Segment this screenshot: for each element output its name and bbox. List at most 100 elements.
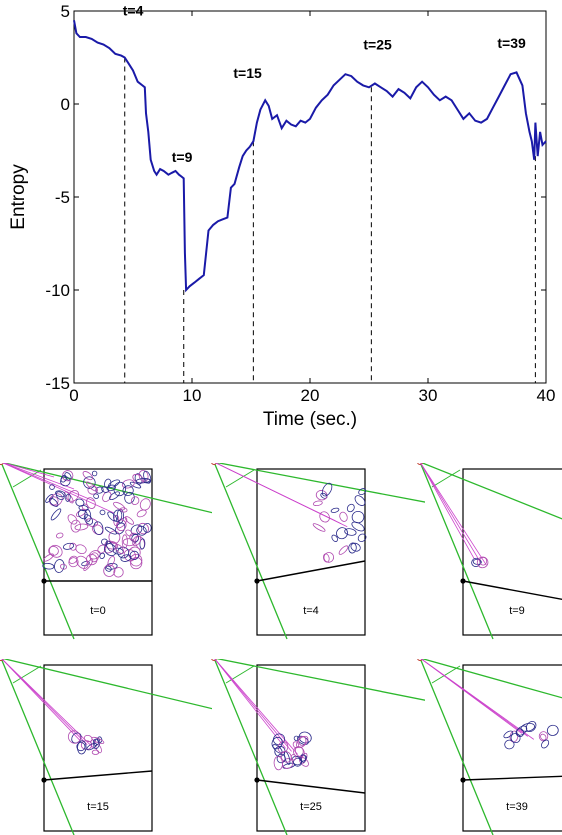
sight-line <box>214 659 286 749</box>
particle-ellipse <box>273 756 283 771</box>
particle-ellipse <box>321 482 333 497</box>
particle-ellipse <box>546 724 559 736</box>
particle-ellipse <box>122 538 136 547</box>
particle-ellipse <box>83 514 93 525</box>
particle-ellipse <box>290 754 297 761</box>
particle-ellipse <box>277 741 289 754</box>
sight-line <box>3 463 55 478</box>
x-tick-label: 20 <box>301 386 320 405</box>
tracking-panel: t=9 <box>417 463 562 640</box>
particle-ellipse <box>77 740 87 755</box>
particle-ellipse <box>86 742 97 751</box>
particle-ellipse <box>109 491 120 501</box>
reference-point <box>460 578 466 584</box>
particle-ellipse <box>49 484 55 490</box>
particle-ellipse <box>331 534 338 542</box>
particle-ellipse <box>70 519 82 533</box>
panel-time-label: t=15 <box>87 801 109 813</box>
x-tick-label: 10 <box>183 386 202 405</box>
particle-ellipse <box>315 490 328 501</box>
time-annotation: t=39 <box>497 35 526 51</box>
particle-ellipse <box>67 730 81 744</box>
view-ray <box>2 463 212 514</box>
room-outline <box>256 664 366 832</box>
room-outline <box>43 468 153 636</box>
particle-ellipse <box>300 753 306 763</box>
particle-ellipse <box>124 491 135 504</box>
sight-line <box>214 659 298 755</box>
particle-ellipse <box>336 527 348 540</box>
camera-icon <box>211 463 217 465</box>
particle-ellipse <box>75 508 87 517</box>
particle-ellipse <box>358 488 367 496</box>
particle-ellipse <box>293 757 303 767</box>
sight-line <box>214 659 292 752</box>
x-tick-label: 0 <box>69 386 78 405</box>
particle-ellipse <box>135 478 151 484</box>
particle-ellipse <box>129 481 142 489</box>
particle-ellipse <box>299 754 307 762</box>
view-ray <box>225 665 255 684</box>
particle-ellipse <box>312 500 323 507</box>
tracking-panel: t=39 <box>417 659 562 835</box>
particle-ellipse <box>136 509 147 518</box>
wall-line <box>43 770 153 781</box>
sight-line <box>420 463 475 560</box>
particle-ellipse <box>276 753 286 764</box>
particle-ellipse <box>283 750 291 765</box>
particle-ellipse <box>60 563 67 570</box>
view-ray <box>420 463 562 520</box>
particle-ellipse <box>112 509 123 523</box>
particle-ellipse <box>271 736 283 750</box>
particle-ellipse <box>129 532 139 543</box>
view-ray <box>213 463 288 640</box>
particle-ellipse <box>91 470 98 477</box>
particle-ellipse <box>129 554 143 567</box>
particle-ellipse <box>105 540 114 552</box>
tracking-panel: t=25 <box>211 659 425 835</box>
particle-ellipse <box>50 508 62 521</box>
particle-ellipse <box>541 739 550 749</box>
view-ray <box>0 659 75 835</box>
view-ray <box>431 469 461 488</box>
particle-ellipse <box>105 565 112 572</box>
particle-ellipse <box>471 557 481 567</box>
particle-ellipse <box>42 562 55 570</box>
panel-time-label: t=4 <box>303 605 319 617</box>
reference-point <box>41 777 47 783</box>
time-annotation: t=25 <box>363 36 392 52</box>
view-ray <box>12 665 42 684</box>
particle-ellipse <box>298 736 307 746</box>
particle-ellipse <box>125 529 133 537</box>
particle-ellipse <box>85 481 98 492</box>
particle-ellipse <box>83 734 93 743</box>
particle-ellipse <box>49 493 63 507</box>
particle-ellipse <box>54 559 65 573</box>
particle-ellipse <box>122 485 134 496</box>
particle-ellipse <box>116 519 127 532</box>
particle-ellipse <box>93 521 104 536</box>
particle-ellipse <box>516 725 528 736</box>
particle-ellipse <box>49 544 63 558</box>
view-ray <box>225 469 255 488</box>
panel-time-label: t=39 <box>506 801 528 813</box>
particle-ellipse <box>103 564 116 577</box>
particle-ellipse <box>68 557 79 568</box>
particle-ellipse <box>101 538 108 546</box>
time-markers <box>124 57 536 383</box>
view-ray <box>213 659 288 835</box>
particle-ellipse <box>86 497 96 509</box>
particle-ellipse <box>350 542 361 552</box>
y-tick-label: 0 <box>61 95 70 114</box>
particle-ellipse <box>120 554 132 562</box>
particle-ellipse <box>142 523 152 533</box>
particle-ellipse <box>55 490 66 498</box>
particle-ellipse <box>322 553 330 563</box>
room-outline <box>43 664 153 832</box>
particle-ellipse <box>298 731 312 744</box>
particle-ellipse <box>83 558 94 572</box>
view-ray <box>419 659 494 835</box>
room-outline <box>462 468 562 636</box>
particle-ellipse <box>55 491 65 501</box>
particle-ellipse <box>479 556 488 566</box>
